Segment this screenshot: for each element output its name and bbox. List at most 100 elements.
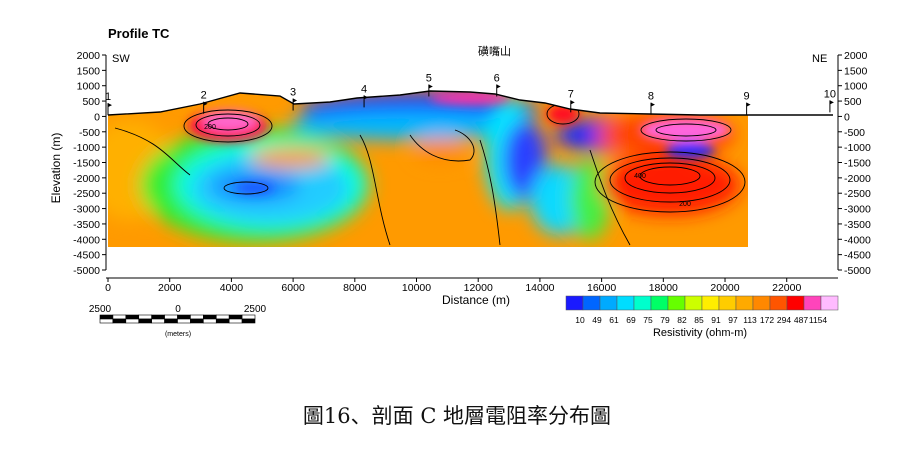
scale-label-center: 0: [175, 304, 181, 315]
y-tick-label-left: -4500: [73, 250, 100, 262]
scale-cell-bottom: [151, 318, 165, 324]
station-label: 5: [426, 72, 432, 84]
scale-cell-bottom: [190, 318, 204, 324]
station-flag: [428, 84, 433, 89]
y-tick-label-right: -5000: [844, 265, 871, 277]
figure-caption: 圖16、剖面 C 地層電阻率分布圖: [302, 404, 612, 428]
colorbar-swatch: [582, 295, 601, 311]
scale-label-right: 2500: [244, 304, 267, 315]
scale-cell-top: [99, 314, 114, 320]
y-tick-label-right: 500: [844, 96, 862, 108]
colorbar-swatch: [565, 295, 584, 311]
colorbar-tick-label: 49: [592, 315, 602, 325]
x-tick-label: 8000: [343, 282, 367, 294]
resistivity-section: 200 400 200: [108, 91, 748, 247]
y-tick-label-left: -1500: [73, 158, 100, 170]
colorbar-tick-label: 82: [677, 315, 687, 325]
colorbar-swatch: [786, 295, 805, 311]
x-axis-label: Distance (m): [442, 293, 510, 307]
y-tick-label-right: -4500: [844, 250, 871, 262]
station-label: 1: [105, 91, 111, 103]
x-ticks: 0 2000 4000 6000 8000 10000 12000 14000 16000 180…: [105, 278, 801, 294]
y-tick-label-left: -1000: [73, 142, 100, 154]
scale-cell-top: [203, 314, 217, 320]
colorbar-tick-label: 91: [711, 315, 721, 325]
colorbar-tick-label: 172: [760, 315, 774, 325]
station-label: 10: [824, 88, 836, 100]
y-tick-label-right: -1000: [844, 142, 871, 154]
scale-cell-bottom: [215, 318, 230, 324]
contour-label: 200: [679, 201, 691, 208]
y-tick-label-right: -500: [844, 127, 865, 139]
y-ticks-left: 2000 1500 1000 500 0 -500 -1000 -1500 -2000 -2500…: [73, 50, 106, 277]
y-tick-label-left: -3500: [73, 219, 100, 231]
scale-label-left: 2500: [89, 304, 112, 315]
colorbar-tick-label: 61: [609, 315, 619, 325]
station-label: 4: [361, 83, 367, 95]
scale-cell-bottom: [241, 318, 256, 324]
colorbar-swatch: [701, 295, 720, 311]
colorbar-tick-label: 75: [643, 315, 653, 325]
contour-label: 400: [634, 173, 646, 180]
y-tick-label-left: -500: [79, 127, 100, 139]
scale-cell-top: [190, 314, 204, 320]
scale-cell-bottom: [228, 318, 243, 324]
station-flag: [364, 95, 369, 100]
direction-right-label: NE: [812, 53, 827, 65]
y-tick-label-left: -4000: [73, 234, 100, 246]
y-tick-label-left: 500: [82, 96, 100, 108]
x-tick-label: 22000: [772, 282, 801, 294]
scale-cell-bottom: [112, 318, 127, 324]
station-flag: [829, 100, 834, 105]
scale-cell-top: [125, 314, 140, 320]
x-tick-label: 10000: [402, 282, 431, 294]
colorbar-swatch: [684, 295, 703, 311]
station-flag: [650, 102, 655, 107]
x-tick-label: 0: [105, 282, 111, 294]
colorbar-tick-label: 10: [575, 315, 585, 325]
scale-cell-top: [215, 314, 230, 320]
x-tick-label: 18000: [649, 282, 678, 294]
x-tick-label: 12000: [464, 282, 493, 294]
colorbar-tick-label: 69: [626, 315, 636, 325]
scale-cell-top: [164, 314, 178, 320]
y-ticks-right: 2000 1500 1000 500 0 -500 -1000 -1500 -2000 -2500…: [838, 50, 871, 277]
colorbar-title: Resistivity (ohm-m): [653, 327, 747, 339]
station-flag: [496, 84, 501, 89]
colorbar-swatch: [650, 295, 669, 311]
y-tick-label-right: -1500: [844, 158, 871, 170]
station-label: 3: [290, 87, 296, 99]
colorbar-swatch: [752, 295, 771, 311]
x-tick-label: 16000: [587, 282, 616, 294]
station-flag: [570, 100, 575, 105]
y-tick-label-right: -3000: [844, 204, 871, 216]
x-tick-label: 2000: [158, 282, 182, 294]
colorbar-tick-label: 85: [694, 315, 704, 325]
scale-cell-top: [177, 314, 191, 320]
station-label: 7: [568, 88, 574, 100]
scale-cell-bottom: [164, 318, 178, 324]
y-tick-label-left: 0: [94, 111, 100, 123]
colorbar-swatch: [769, 295, 788, 311]
scale-cell-top: [241, 314, 256, 320]
topography-line: [107, 90, 833, 116]
mountain-label: 磺嘴山: [478, 44, 511, 58]
colorbar-swatch: [820, 295, 839, 311]
scale-cell-bottom: [138, 318, 152, 324]
y-tick-label-left: -3000: [73, 204, 100, 216]
y-tick-label-left: -2500: [73, 188, 100, 200]
x-tick-label: 6000: [281, 282, 305, 294]
colorbar-swatch: [803, 295, 822, 311]
station-label: 6: [494, 72, 500, 84]
station-label: 2: [201, 90, 207, 102]
y-tick-label-right: -3500: [844, 219, 871, 231]
colorbar-swatch: [633, 295, 652, 311]
y-tick-label-left: 1500: [77, 65, 101, 77]
scale-bar: 2500 0 2500 (meters): [89, 304, 267, 338]
station-label: 8: [648, 91, 654, 103]
colorbar-ticks: 10 49 61 69 75 79 82 85 91 97 113 172 294 487 1154: [575, 315, 827, 325]
colorbar-swatch: [735, 295, 754, 311]
scale-unit: (meters): [165, 331, 191, 338]
y-tick-label-right: 1000: [844, 81, 868, 93]
